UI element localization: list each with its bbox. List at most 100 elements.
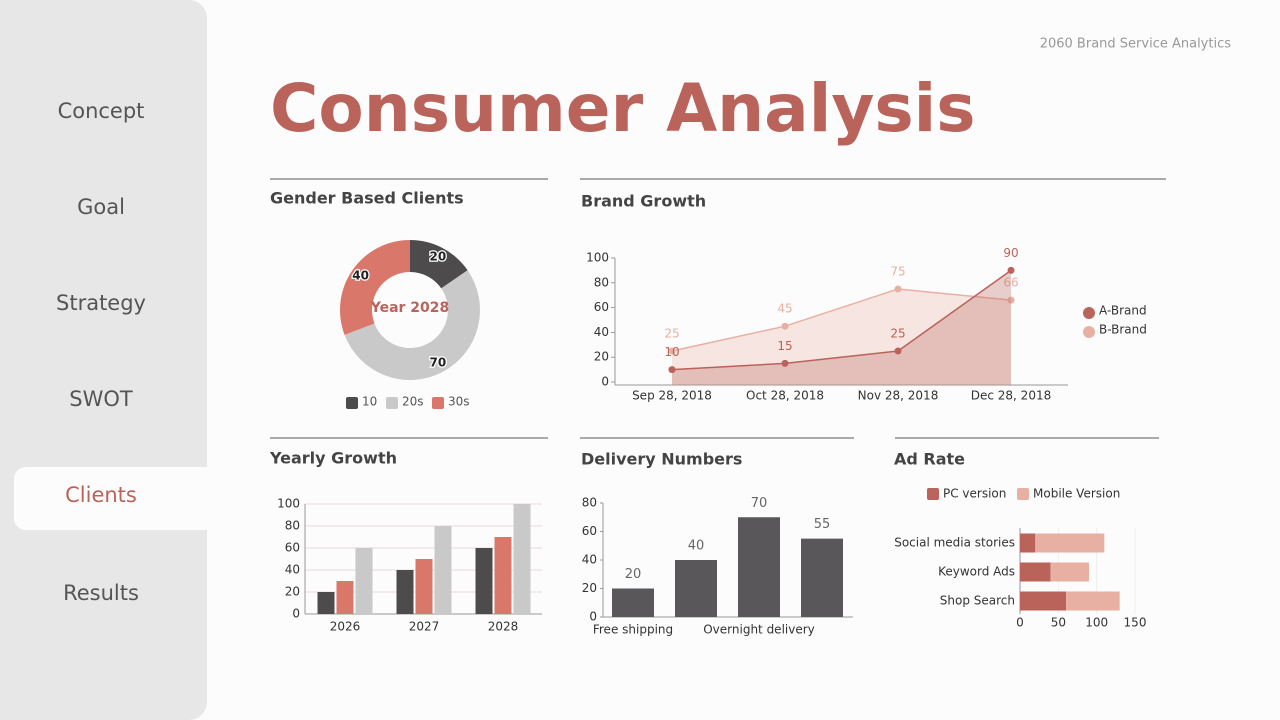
data-label: 10 [664,345,679,359]
y-tick-label: 40 [285,563,300,577]
y-tick-label: Keyword Ads [938,565,1015,579]
x-tick-label: 2026 [330,620,361,634]
y-tick-label: 40 [594,325,609,339]
nav-item[interactable]: Strategy [56,291,146,315]
y-tick-label: 100 [586,251,609,265]
center-label: Year 2028 [370,300,450,316]
line [671,288,1012,352]
nav-item[interactable]: Clients [65,483,137,507]
y-tick-label: 0 [589,610,597,624]
bar [317,592,335,614]
bar [475,548,493,614]
nav-item[interactable]: SWOT [69,387,133,411]
point [668,347,676,355]
data-label: 55 [814,517,831,532]
bar [396,570,414,614]
chart-title: Delivery Numbers [581,450,742,469]
legend-swatch [1083,326,1095,338]
nav-item[interactable]: Goal [77,195,125,219]
bar [513,504,531,614]
point [894,347,902,355]
x-tick-label: Dec 28, 2018 [971,389,1051,403]
nav-active-bg [14,467,254,530]
point [1007,266,1015,274]
nav-item[interactable]: Concept [58,99,145,123]
legend-label: Mobile Version [1033,487,1120,501]
y-tick-label: 60 [594,300,609,314]
y-tick-label: 20 [582,581,597,595]
data-label: 75 [890,265,905,279]
legend-label: 10 [362,395,377,409]
x-tick-label: Sep 28, 2018 [632,389,712,403]
data-label: 70 [430,356,447,370]
x-tick-label: 50 [1051,616,1066,630]
bar [801,538,843,617]
chart-title: Yearly Growth [269,449,397,468]
x-tick-label: 2028 [488,620,519,634]
y-tick-label: 20 [594,350,609,364]
x-tick-label: Free shipping [593,623,673,637]
x-tick-label: 0 [1016,616,1024,630]
donut-slice [340,240,410,335]
area-fill [672,289,1011,385]
bar [675,560,717,617]
y-tick-label: Shop Search [940,594,1015,608]
y-tick-label: 80 [285,519,300,533]
bar [1050,562,1089,582]
sidebar [0,0,207,720]
y-tick-label: 0 [601,375,609,389]
point [781,322,789,330]
bar [415,559,433,614]
legend-swatch [1083,307,1095,319]
data-label: 15 [777,339,792,353]
bar [1066,591,1120,611]
donut-slice [410,240,468,289]
x-tick-label: Oct 28, 2018 [746,389,824,403]
page-title: Consumer Analysis [270,70,976,147]
y-tick-label: 60 [582,524,597,538]
point [1007,296,1015,304]
legend-swatch [346,397,358,409]
legend-label: B-Brand [1099,323,1147,337]
chart-title: Gender Based Clients [270,189,464,208]
bar [1020,562,1051,582]
point [781,359,789,367]
bar [355,548,373,614]
y-tick-label: 80 [594,275,609,289]
chart-title: Brand Growth [581,192,706,211]
x-tick-label: 150 [1124,616,1147,630]
x-tick-label: Overnight delivery [703,623,815,637]
data-label: 40 [688,539,705,554]
legend-label: PC version [943,487,1006,501]
data-label: 25 [890,327,905,341]
y-tick-label: 0 [292,607,300,621]
nav-item[interactable]: Results [63,581,139,605]
bar [434,526,452,614]
data-label: 20 [430,249,447,263]
data-label: 40 [352,268,369,282]
data-label: 90 [1003,246,1018,260]
line [671,269,1012,371]
data-label: 25 [664,327,679,341]
legend-label: 20s [402,395,424,409]
x-tick-label: Nov 28, 2018 [858,389,939,403]
bar [1020,533,1036,553]
point [668,366,676,374]
bar [738,517,780,617]
y-tick-label: 60 [285,541,300,555]
bar [1020,591,1066,611]
legend-swatch [386,397,398,409]
data-label: 20 [625,567,642,582]
y-tick-label: 40 [582,553,597,567]
point [894,285,902,293]
chart-title: Ad Rate [894,450,965,469]
y-tick-label: 80 [582,496,597,510]
legend-label: A-Brand [1099,304,1147,318]
bar [336,581,354,614]
area-fill [672,270,1011,385]
data-label: 45 [777,302,792,316]
bar [612,588,654,617]
data-label: 66 [1003,276,1018,290]
legend-swatch [432,397,444,409]
